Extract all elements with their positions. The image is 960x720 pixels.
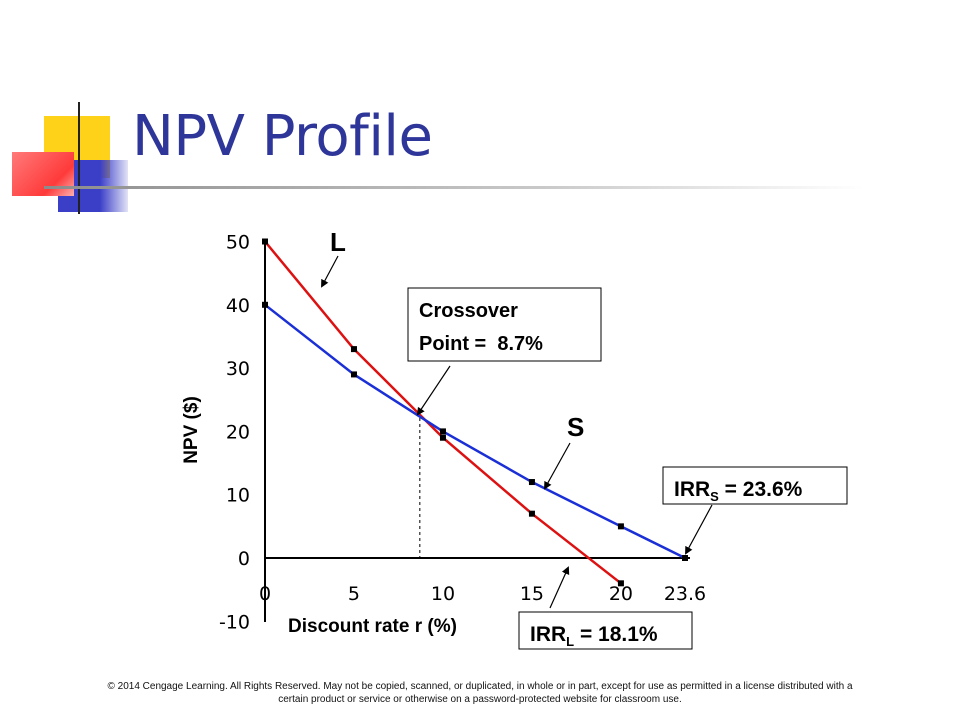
data-point-S xyxy=(682,555,688,561)
x-tick-label: 0 xyxy=(259,583,271,605)
irr-s-label: IRRS = 23.6% xyxy=(674,478,803,504)
y-tick-label: 20 xyxy=(226,421,250,443)
x-axis-title: Discount rate r (%) xyxy=(288,616,457,637)
arrow-irr-l xyxy=(549,566,570,609)
irr-l-value: = 18.1% xyxy=(574,623,658,646)
y-tick-label: 30 xyxy=(226,358,250,380)
arrow-irr-s xyxy=(685,504,713,555)
data-point-S xyxy=(439,428,446,435)
irr-s-prefix: IRR xyxy=(674,478,710,501)
series-label-S: S xyxy=(567,412,584,442)
data-point-L xyxy=(262,238,268,245)
title-divider xyxy=(44,186,864,189)
y-axis-title: NPV ($) xyxy=(181,396,202,464)
crossover-text-line1: Crossover xyxy=(419,300,518,322)
x-tick-label: 5 xyxy=(348,583,360,605)
irr-s-subscript: S xyxy=(710,489,719,504)
irr-s-value: = 23.6% xyxy=(719,478,803,501)
arrow-S xyxy=(544,442,571,490)
data-point-S xyxy=(262,301,268,308)
arrow-L xyxy=(321,255,339,288)
arrow-crossover xyxy=(416,365,451,416)
data-point-L xyxy=(439,434,446,441)
x-tick-label: 15 xyxy=(520,583,544,605)
data-point-S xyxy=(350,371,357,378)
npv-profile-chart: 50 40 30 20 10 0 -10 0 5 10 15 20 23.6 NPV ($) Disc… xyxy=(181,227,848,650)
irr-l-prefix: IRR xyxy=(530,623,566,646)
y-tick-label: 10 xyxy=(226,485,250,507)
crossover-box xyxy=(407,287,602,362)
series-label-L: L xyxy=(330,227,346,257)
data-point-S xyxy=(528,479,535,486)
deco-vertical-line xyxy=(78,102,80,214)
data-point-L xyxy=(350,346,357,353)
data-point-L xyxy=(617,580,624,587)
page-title: NPV Profile xyxy=(132,104,433,169)
copyright-footer: © 2014 Cengage Learning. All Rights Rese… xyxy=(107,681,853,705)
irr-l-box xyxy=(518,611,693,650)
series-line-S xyxy=(264,303,686,560)
y-tick-label: 0 xyxy=(238,548,250,570)
irr-l-subscript: L xyxy=(566,634,574,649)
irr-l-label: IRRL = 18.1% xyxy=(530,623,658,649)
irr-s-box xyxy=(662,466,848,505)
data-point-S xyxy=(617,523,624,530)
data-point-L xyxy=(528,510,535,517)
y-tick-label: 50 xyxy=(226,232,250,254)
y-tick-label: 40 xyxy=(226,295,250,317)
x-tick-label: 10 xyxy=(431,583,455,605)
crossover-text-line2: Point = 8.7% xyxy=(419,333,543,355)
x-tick-label: 23.6 xyxy=(664,583,706,605)
y-tick-label: -10 xyxy=(219,611,250,633)
x-tick-label: 20 xyxy=(609,583,633,605)
